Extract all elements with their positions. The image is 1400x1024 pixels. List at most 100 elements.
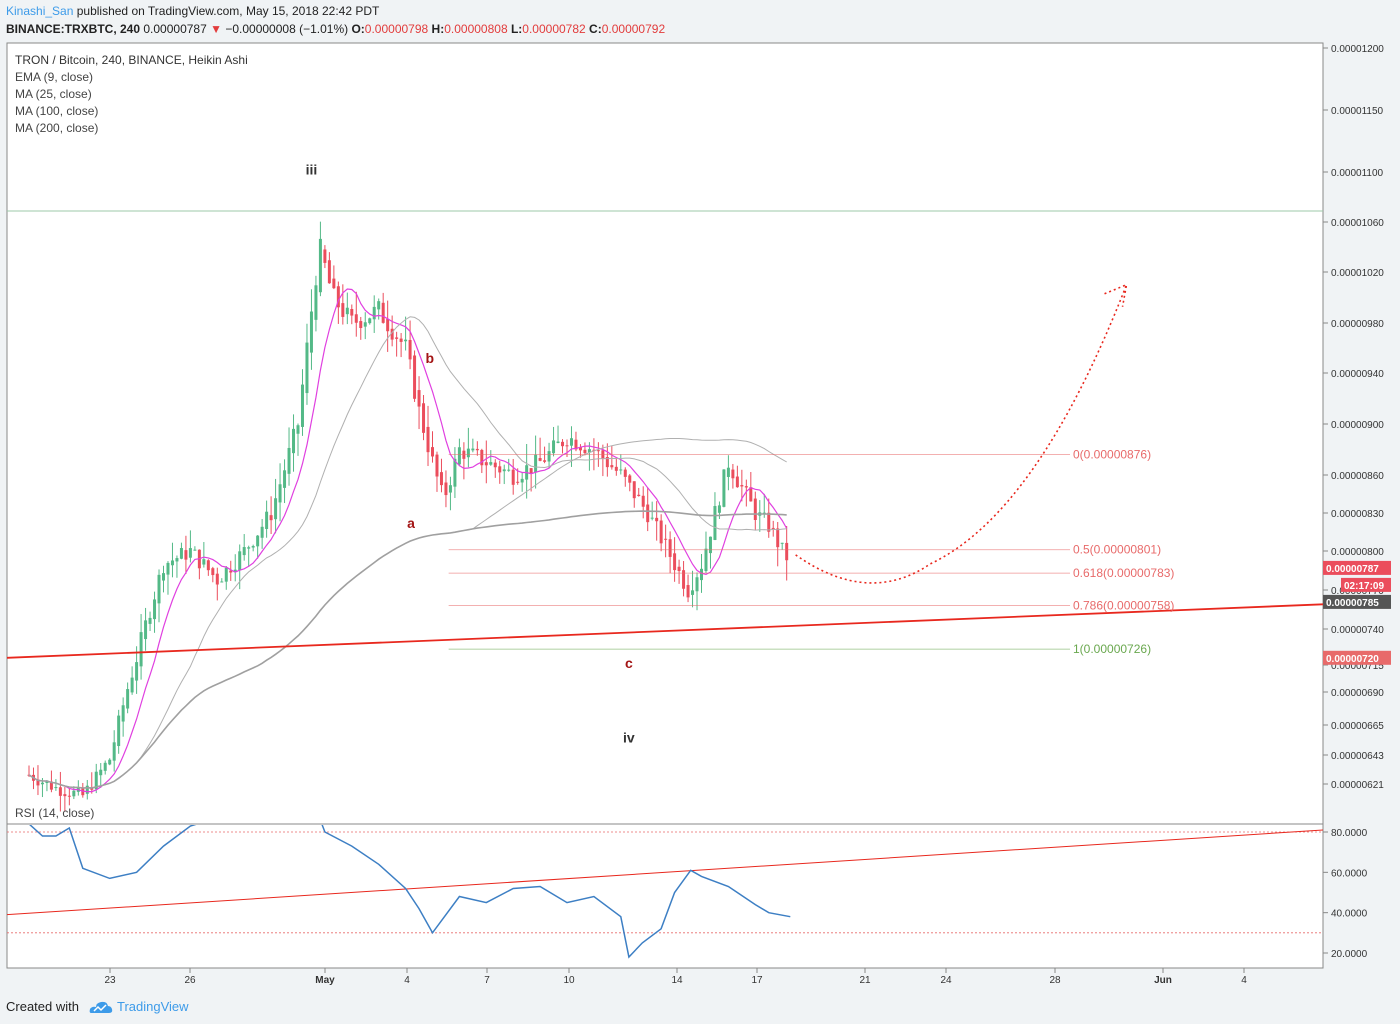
candle-body xyxy=(296,425,300,434)
price-tick-label: 0.00001200 xyxy=(1331,44,1384,55)
candle-body xyxy=(94,771,98,790)
price-tick-label: 0.00000830 xyxy=(1331,509,1384,520)
candle-body xyxy=(274,498,278,520)
candle-body xyxy=(623,469,627,477)
candle-body xyxy=(780,542,784,544)
candle-body xyxy=(121,705,125,722)
candle-body xyxy=(318,238,322,293)
candle-body xyxy=(708,536,712,554)
candle-body xyxy=(538,458,542,461)
candle-body xyxy=(771,527,775,529)
fib-level-label: 0.786(0.00000758) xyxy=(1073,599,1174,613)
candle-body xyxy=(238,551,242,571)
time-tick-label: Jun xyxy=(1154,975,1172,986)
candle-body xyxy=(175,558,179,562)
candle-body xyxy=(543,460,547,462)
candle-body xyxy=(493,462,497,468)
candle-body xyxy=(498,466,502,473)
symbol-name: BINANCE:TRXBTC, 240 xyxy=(6,22,141,36)
price-tick-label: 0.00000860 xyxy=(1331,471,1384,482)
candles xyxy=(27,221,789,812)
candle-body xyxy=(422,403,426,433)
symbol-info: BINANCE:TRXBTC, 240 0.00000787 ▼ −0.0000… xyxy=(6,22,665,36)
candle-body xyxy=(735,476,739,488)
candle-body xyxy=(359,321,363,329)
candle-body xyxy=(520,478,524,483)
candle-body xyxy=(655,517,659,522)
candle-body xyxy=(67,795,71,797)
time-axis[interactable]: 23 26 May 4 7 10 14 17 21 24 28 Jun 4 xyxy=(104,968,1247,986)
candle-body xyxy=(534,454,538,473)
candle-body xyxy=(251,546,255,548)
candle-body xyxy=(610,465,614,468)
candle-body xyxy=(659,520,663,544)
candle-body xyxy=(641,495,645,507)
tradingview-brand: TradingView xyxy=(116,999,189,1014)
candle-body xyxy=(529,468,533,474)
indicator-ema[interactable]: EMA (9, close) xyxy=(15,70,93,84)
candle-body xyxy=(556,441,560,443)
price-tick-label: 0.00000980 xyxy=(1331,319,1384,330)
candle-body xyxy=(516,481,520,483)
main-title: TRON / Bitcoin, 240, BINANCE, Heikin Ash… xyxy=(15,53,248,67)
candle-body xyxy=(323,249,327,263)
candle-body xyxy=(381,302,385,323)
price-tick-label: 0.00000900 xyxy=(1331,420,1384,431)
candle-body xyxy=(395,337,399,339)
candle-body xyxy=(58,787,62,796)
tradingview-logo[interactable]: TradingView xyxy=(87,999,189,1014)
candle-body xyxy=(220,581,224,583)
projection-path xyxy=(795,284,1128,584)
price-axis[interactable]: 0.00001200 0.00001150 0.00001100 0.00001060… xyxy=(1323,44,1391,791)
candle-body xyxy=(668,539,672,557)
indicator-ma100[interactable]: MA (100, close) xyxy=(15,104,98,118)
candle-body xyxy=(153,599,157,620)
candle-body xyxy=(592,449,596,451)
candle-body xyxy=(596,450,600,452)
rsi-tick-label: 80.0000 xyxy=(1331,828,1368,839)
candle-body xyxy=(574,439,578,450)
price-tick-label: 0.00001060 xyxy=(1331,218,1384,229)
candle-body xyxy=(305,342,309,394)
candle-body xyxy=(619,469,623,471)
rsi-line xyxy=(29,825,791,959)
candle-body xyxy=(502,469,506,472)
candle-body xyxy=(686,585,690,598)
chart-frame xyxy=(6,42,1324,969)
rsi-axis[interactable]: 80.0000 60.0000 40.0000 20.0000 xyxy=(1323,828,1368,960)
publish-text: published on TradingView.com, May 15, 20… xyxy=(76,4,380,18)
candle-body xyxy=(484,462,488,466)
price-tick-label: 0.00000665 xyxy=(1331,721,1384,732)
candle-body xyxy=(677,566,681,572)
candle-body xyxy=(776,528,780,548)
candle-body xyxy=(211,568,215,576)
candle-body xyxy=(49,781,53,790)
fib-level-label: 0.5(0.00000801) xyxy=(1073,543,1161,557)
rsi-title[interactable]: RSI (14, close) xyxy=(15,806,94,820)
price-tick-label: 0.00000643 xyxy=(1331,751,1384,762)
candle-body xyxy=(179,548,183,559)
candle-body xyxy=(117,715,121,747)
candle-body xyxy=(682,570,686,589)
candle-body xyxy=(722,469,726,507)
candle-body xyxy=(511,469,515,485)
indicator-ma25[interactable]: MA (25, close) xyxy=(15,87,92,101)
candle-body xyxy=(72,790,76,797)
time-tick-label: 23 xyxy=(104,975,116,986)
open-label: O: xyxy=(351,22,365,36)
author-link[interactable]: Kinashi_San xyxy=(6,4,74,18)
fib-level-label: 1(0.00000726) xyxy=(1073,642,1151,656)
candle-body xyxy=(126,689,130,709)
candle-body xyxy=(762,512,766,514)
candle-body xyxy=(632,481,636,499)
open-value: 0.00000798 xyxy=(364,22,429,36)
wave-label-b: b xyxy=(426,350,435,366)
high-value: 0.00000808 xyxy=(444,22,508,36)
candle-body xyxy=(650,517,654,519)
candle-body xyxy=(184,550,188,560)
price-tick-label: 0.00000715 xyxy=(1331,661,1384,672)
candle-body xyxy=(40,782,44,785)
candle-body xyxy=(242,547,246,556)
indicator-ma200[interactable]: MA (200, close) xyxy=(15,121,98,135)
